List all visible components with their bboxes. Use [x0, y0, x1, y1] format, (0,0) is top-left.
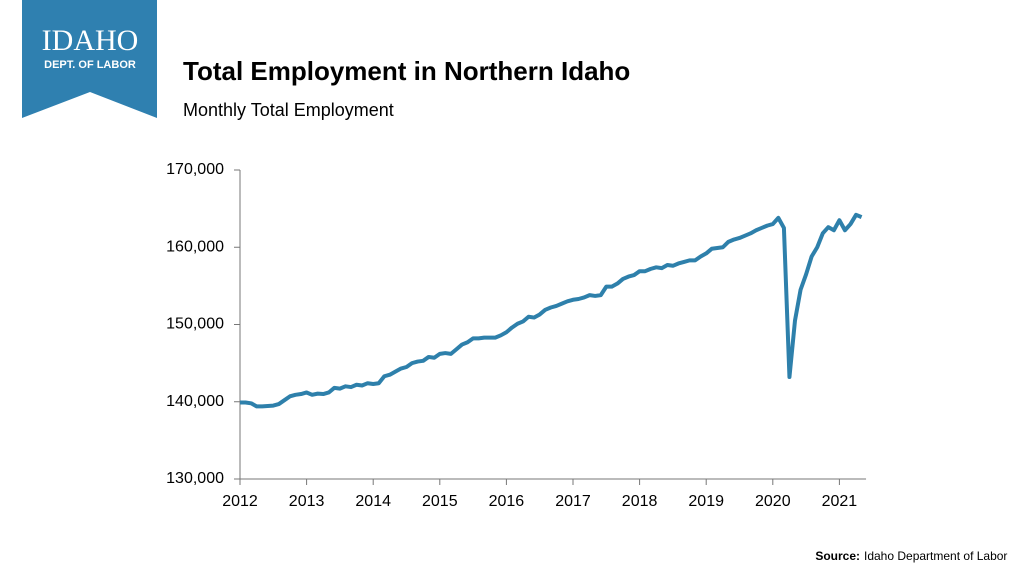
x-tick-label: 2017 [555, 493, 591, 510]
x-tick-label: 2015 [422, 493, 458, 510]
chart-subtitle: Monthly Total Employment [183, 100, 394, 120]
x-tick-label: 2016 [489, 493, 525, 510]
x-tick-label: 2020 [755, 493, 791, 510]
y-tick-label: 150,000 [166, 316, 224, 333]
x-tick-label: 2019 [688, 493, 724, 510]
y-tick-label: 160,000 [166, 238, 224, 255]
plot: 130,000 140,000 150,000 160,000 170,000 2012 2… [166, 161, 867, 510]
y-tick-label: 170,000 [166, 161, 224, 178]
series-line [240, 212, 863, 409]
logo-banner [22, 0, 157, 118]
x-tick-label: 2018 [622, 493, 658, 510]
x-tick-label: 2014 [355, 493, 391, 510]
y-tick-label: 130,000 [166, 470, 224, 487]
x-tick-label: 2013 [289, 493, 325, 510]
chart-title: Total Employment in Northern Idaho [183, 56, 630, 86]
source-label: Source: [815, 549, 860, 563]
source-text: Idaho Department of Labor [864, 549, 1007, 563]
y-tick-label: 140,000 [166, 393, 224, 410]
x-tick-label: 2021 [822, 493, 858, 510]
x-tick-label: 2012 [222, 493, 258, 510]
logo-name: IDAHO [42, 24, 139, 57]
logo-dept: DEPT. OF LABOR [44, 59, 136, 71]
